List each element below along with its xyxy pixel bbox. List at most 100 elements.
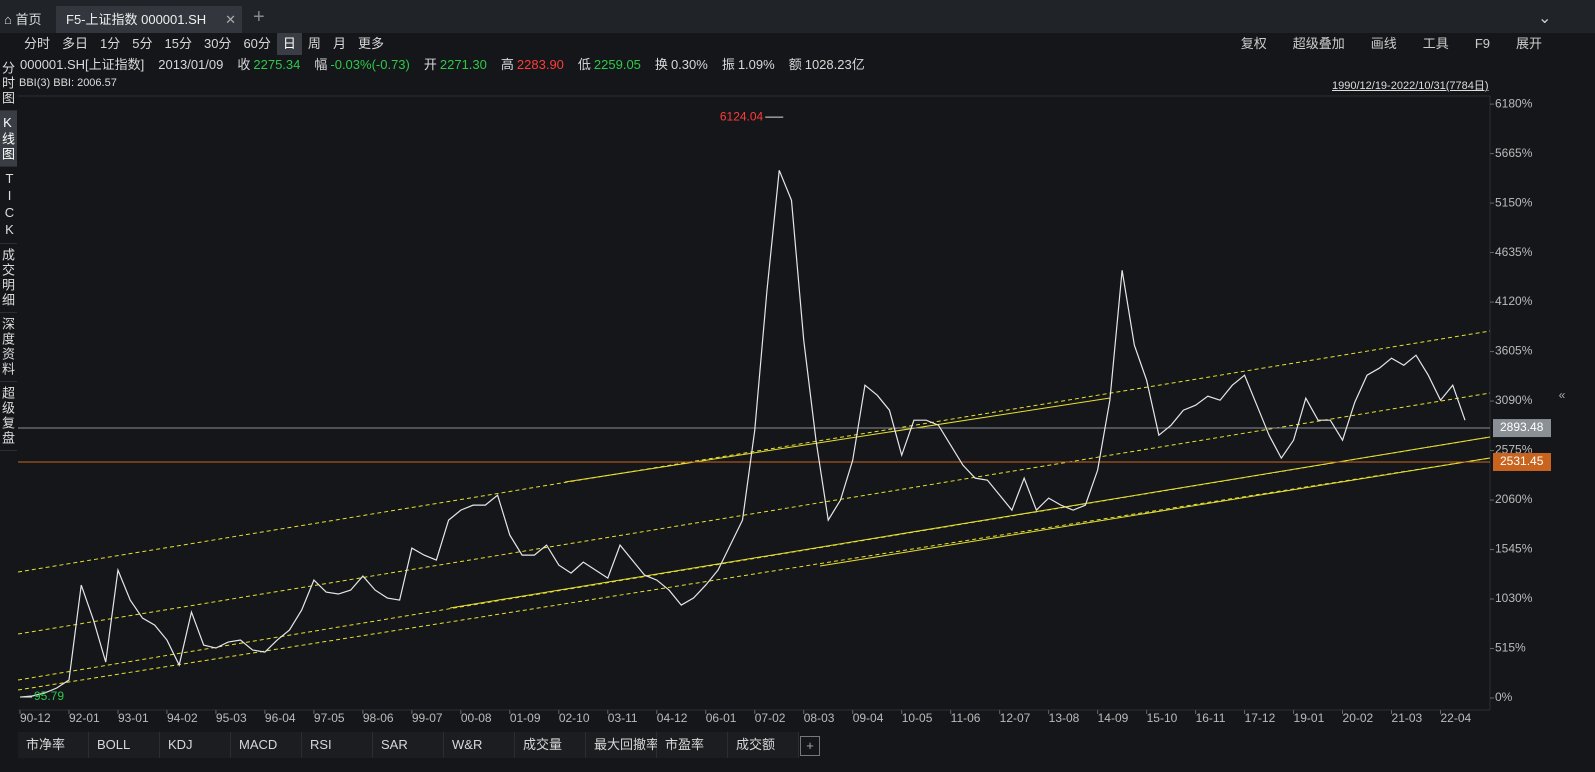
y-tick-label: 515% — [1495, 641, 1526, 655]
x-tick-label: 21-03 — [1392, 711, 1423, 725]
indicator-tab[interactable]: BOLL — [89, 732, 160, 758]
indicator-tab[interactable]: 市净率 — [18, 732, 89, 758]
x-tick-label: 95-03 — [216, 711, 247, 725]
side-tab[interactable]: 深度资料 — [0, 313, 17, 382]
quote-label: 幅 — [314, 57, 328, 72]
x-tick-label: 13-08 — [1049, 711, 1080, 725]
quote-value: 2259.05 — [593, 57, 641, 72]
active-tab[interactable]: F5-上证指数 000001.SH ✕ — [56, 6, 242, 33]
tool-button[interactable]: 画线 — [1370, 36, 1397, 51]
trend-lines — [17, 330, 1491, 691]
quote-item: 幅 -0.03%(-0.73) — [314, 55, 410, 75]
x-tick-label: 96-04 — [265, 711, 296, 725]
price-tag-label: 2893.48 — [1500, 420, 1544, 434]
indicator-tab[interactable]: MACD — [231, 732, 302, 758]
period-button[interactable]: 月 — [332, 36, 346, 51]
tool-button[interactable]: 复权 — [1240, 36, 1267, 51]
close-icon[interactable]: ✕ — [225, 12, 236, 27]
side-tab[interactable]: 分时图 — [0, 57, 17, 111]
x-tick-label: 97-05 — [314, 711, 345, 725]
period-button[interactable]: 多日 — [62, 36, 89, 51]
price-line-series — [19, 170, 1466, 698]
x-tick-label: 02-10 — [559, 711, 590, 725]
max-label: 6124.04 — [720, 109, 764, 123]
indicator-tab[interactable]: 市盈率 — [657, 732, 728, 758]
x-tick-label: 98-06 — [363, 711, 394, 725]
quote-label: 额 — [788, 57, 802, 72]
period-bar: 分时 多日 1分 5分 15分 30分 60分日周月更多 — [18, 33, 1595, 55]
period-button[interactable]: 5分 — [132, 36, 153, 51]
y-tick-label: 6180% — [1495, 96, 1533, 110]
period-button[interactable]: 分时 — [24, 36, 51, 51]
quote-value: 1.09% — [737, 57, 775, 72]
period-button[interactable]: 日 — [276, 33, 302, 55]
x-tick-label: 93-01 — [118, 711, 149, 725]
min-label: 95.79 — [34, 689, 64, 703]
x-tick-label: 09-04 — [853, 711, 884, 725]
y-tick-label: 5665% — [1495, 146, 1533, 160]
x-tick-label: 03-11 — [608, 711, 638, 725]
side-tab[interactable]: K线图 — [0, 111, 17, 167]
tool-button[interactable]: 工具 — [1422, 36, 1449, 51]
quote-label: 振 — [721, 57, 735, 72]
side-tab[interactable]: 超级复盘 — [0, 382, 17, 451]
date-range[interactable]: 1990/12/19-2022/10/31(7784日) — [1332, 80, 1489, 92]
y-tick-label: 4120% — [1495, 294, 1533, 308]
x-tick-label: 08-03 — [804, 711, 835, 725]
y-tick-label: 2060% — [1495, 492, 1533, 506]
quote-label: 高 — [500, 57, 514, 72]
period-button[interactable]: 1分 — [100, 36, 121, 51]
tool-button[interactable]: 超级叠加 — [1292, 36, 1345, 51]
quote-value: 1028.23亿 — [804, 57, 865, 72]
quote-value: 2275.34 — [253, 57, 301, 72]
side-tab[interactable]: TICK — [0, 167, 17, 244]
indicator-tab[interactable]: SAR — [373, 732, 444, 758]
indicator: BBI(3) BBI: 2006.57 — [19, 77, 117, 89]
trend-line — [17, 392, 1491, 635]
quote-value: 0.30% — [670, 57, 708, 72]
new-tab[interactable]: + — [253, 6, 265, 28]
indicator-tab[interactable]: RSI — [302, 732, 373, 758]
x-tick-label: 11-06 — [951, 711, 981, 725]
side-tab[interactable]: 成交明细 — [0, 244, 17, 313]
quote-bar: 000001.SH[上证指数] 2013/01/09 收 2275.34 幅 -0.0… — [20, 55, 865, 75]
x-tick-label: 00-08 — [461, 711, 492, 725]
period-button[interactable]: 周 — [307, 36, 321, 51]
x-tick-label: 90-12 — [20, 711, 51, 725]
date: 2013/01/09 — [158, 57, 224, 72]
quote-value: 2283.90 — [516, 57, 564, 72]
tool-button[interactable]: F9 — [1474, 36, 1490, 51]
indicator-tab[interactable]: W&R — [444, 732, 515, 758]
x-tick-label: 12-07 — [1000, 711, 1031, 725]
menu-chevron[interactable]: ⌄ — [1538, 10, 1552, 27]
period-button[interactable]: 60分 — [243, 36, 271, 51]
x-tick-label: 17-12 — [1245, 711, 1276, 725]
period-button[interactable]: 更多 — [357, 36, 384, 51]
quote-label: 换 — [654, 57, 668, 72]
price-tag — [1493, 419, 1551, 438]
y-tick-label: 3090% — [1495, 393, 1533, 407]
indicator-tab[interactable]: 成交额 — [728, 732, 799, 758]
trend-line — [564, 397, 1111, 483]
add-indicator[interactable]: + — [800, 736, 820, 756]
period-button[interactable]: 15分 — [164, 36, 192, 51]
collapse-icon[interactable]: « — [1559, 388, 1566, 402]
trend-line — [449, 436, 1491, 609]
price-tag — [1493, 452, 1551, 471]
indicator-tab[interactable]: KDJ — [160, 732, 231, 758]
indicator-tab[interactable]: 成交量 — [515, 732, 586, 758]
plot-bg — [18, 95, 1490, 710]
quote-value: -0.03%(-0.73) — [330, 57, 410, 72]
symbol: 000001.SH[上证指数] — [20, 57, 145, 72]
x-tick-label: 22-04 — [1441, 711, 1472, 725]
period-button[interactable]: 30分 — [203, 36, 232, 51]
x-tick-label: 10-05 — [902, 711, 933, 725]
indicator-tab[interactable]: 最大回撤率 — [586, 732, 659, 758]
x-tick-label: 06-01 — [706, 711, 737, 725]
x-tick-label: 99-07 — [412, 711, 443, 725]
home-tab[interactable]: ⌂ 首页 — [4, 12, 42, 27]
tool-button[interactable]: 展开 — [1515, 36, 1542, 51]
y-tick-label: 5150% — [1495, 195, 1533, 209]
